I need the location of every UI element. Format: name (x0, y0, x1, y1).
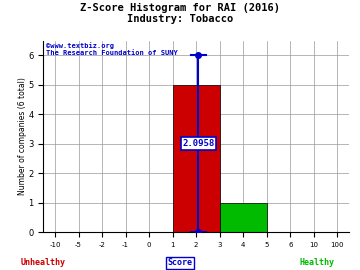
Text: 2.0958: 2.0958 (182, 139, 215, 148)
Text: Unhealthy: Unhealthy (21, 258, 66, 267)
Bar (220, 203, 267, 232)
Text: Healthy: Healthy (299, 258, 334, 267)
Text: Score: Score (167, 258, 193, 267)
Text: Z-Score Histogram for RAI (2016)
Industry: Tobacco: Z-Score Histogram for RAI (2016) Industr… (80, 3, 280, 24)
Y-axis label: Number of companies (6 total): Number of companies (6 total) (18, 77, 27, 195)
Text: ©www.textbiz.org
The Research Foundation of SUNY: ©www.textbiz.org The Research Foundation… (46, 42, 178, 56)
Bar (173, 85, 220, 232)
